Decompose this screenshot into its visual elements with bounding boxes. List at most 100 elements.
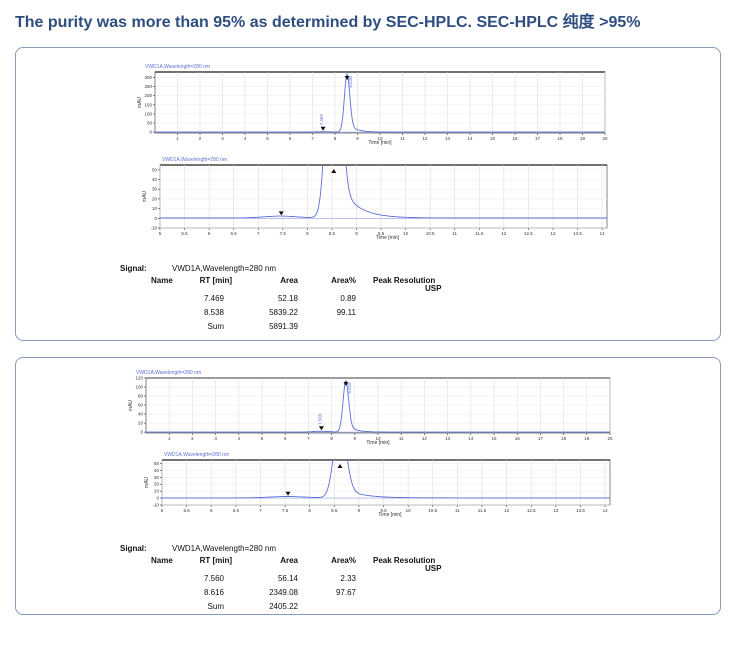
x-tick-label: 20 (602, 136, 608, 141)
chart-1-2: 5 5.5 6 6.5 7 7.5 8 8.5 9 9.5 10 10.5 11 11.5 12 12.5 13… (142, 157, 608, 241)
peak-label: 7.469 (319, 114, 324, 126)
x-tick-label: 11 (400, 136, 405, 141)
x-tick-label: 12 (422, 436, 428, 441)
chart-title: VWD1A,Wavelength=280 nm (162, 157, 227, 163)
x-tick-label: 15 (490, 136, 496, 141)
x-tick-label: 17 (535, 136, 541, 141)
x-tick-label: 12.5 (527, 508, 536, 513)
x-tick-label: 11 (455, 508, 460, 513)
chart-1-1: 1 2 3 4 5 6 7 8 9 10 11 12 13 14 15 16 17 18 19 20050100150… (137, 64, 608, 146)
area-pct-value: 99.11 (336, 308, 356, 317)
x-tick-label: 6 (289, 136, 292, 141)
y-tick-label: 200 (144, 93, 152, 98)
y-tick-label: 120 (135, 376, 143, 381)
rt-value: 8.538 (203, 308, 224, 317)
signal-value: VWD1A,Wavelength=280 nm (172, 264, 276, 273)
y-tick-label: 20 (154, 482, 160, 487)
x-axis-label: Time [min] (366, 440, 390, 446)
sum-value: 2405.22 (269, 602, 298, 611)
x-tick-label: 13.5 (576, 508, 585, 513)
header-usp: USP (425, 284, 442, 293)
x-tick-label: 12 (422, 136, 428, 141)
x-tick-label: 3 (214, 436, 217, 441)
x-tick-label: 5 (159, 231, 162, 236)
x-tick-label: 7.5 (280, 231, 287, 236)
x-tick-label: 18 (561, 436, 567, 441)
y-tick-label: 10 (152, 206, 158, 211)
y-axis-label: mAU (142, 191, 148, 203)
header-name: Name (151, 556, 173, 565)
y-tick-label: 20 (152, 196, 158, 201)
x-tick-label: 7 (311, 136, 314, 141)
area-pct-value: 0.89 (340, 294, 356, 303)
x-tick-label: 9 (354, 436, 357, 441)
x-tick-label: 5.5 (181, 231, 188, 236)
x-tick-label: 6 (284, 436, 287, 441)
y-axis-label: mAU (144, 477, 150, 489)
header-area: Area (280, 276, 298, 285)
x-tick-label: 4 (244, 136, 247, 141)
x-tick-label: 2 (199, 136, 202, 141)
x-tick-label: 6 (210, 508, 213, 513)
x-tick-label: 13 (550, 231, 556, 236)
rt-value: 7.469 (203, 294, 224, 303)
x-tick-label: 10.5 (426, 231, 435, 236)
chart-title: VWD1A,Wavelength=280 nm (136, 370, 201, 376)
y-tick-label: 80 (138, 394, 144, 399)
x-tick-label: 1 (168, 436, 171, 441)
y-tick-label: 0 (156, 496, 159, 501)
header-usp: USP (425, 564, 442, 573)
y-tick-label: -10 (150, 226, 157, 231)
x-tick-label: 5 (266, 136, 269, 141)
y-tick-label: 300 (144, 75, 152, 80)
y-tick-label: 60 (138, 403, 144, 408)
chart-title: VWD1A,Wavelength=280 nm (145, 64, 210, 70)
y-tick-label: 100 (144, 111, 152, 116)
x-tick-label: 13 (553, 508, 559, 513)
header-name: Name (151, 276, 173, 285)
header-peak-resolution: Peak Resolution (373, 276, 436, 285)
header-area: Area (280, 556, 298, 565)
peak-marker (320, 126, 326, 131)
x-tick-label: 6.5 (231, 231, 238, 236)
x-tick-label: 11 (452, 231, 457, 236)
y-tick-label: 250 (144, 84, 152, 89)
header-peak-resolution: Peak Resolution (373, 556, 436, 565)
x-tick-label: 2 (191, 436, 194, 441)
x-tick-label: 14 (600, 231, 606, 236)
peak-marker (278, 211, 284, 216)
x-tick-label: 10 (406, 508, 412, 513)
y-tick-label: 10 (154, 489, 160, 494)
x-tick-label: 14 (467, 136, 473, 141)
x-tick-label: 6.5 (233, 508, 240, 513)
x-tick-label: 7 (257, 231, 260, 236)
x-tick-label: 9 (355, 231, 358, 236)
x-tick-label: 10 (403, 231, 409, 236)
x-tick-label: 10 (377, 136, 383, 141)
peak-marker (344, 76, 350, 80)
y-tick-label: 40 (138, 412, 144, 417)
x-tick-label: 1 (176, 136, 179, 141)
peak-label: 8.538 (348, 76, 353, 88)
x-tick-label: 5.5 (183, 508, 190, 513)
x-tick-label: 14 (603, 508, 609, 513)
x-tick-label: 9.5 (378, 231, 385, 236)
x-tick-label: 13.5 (573, 231, 582, 236)
area-value: 2349.08 (269, 588, 298, 597)
y-tick-label: -10 (152, 503, 159, 508)
chart-title: VWD1A,Wavelength=280 nm (164, 452, 229, 458)
peak-marker (337, 464, 343, 468)
sum-value: 5891.39 (269, 322, 298, 331)
y-tick-label: 0 (149, 130, 152, 135)
sum-label: Sum (207, 602, 224, 611)
y-axis-label: mAU (128, 400, 134, 412)
x-tick-label: 12 (504, 508, 510, 513)
signal-label: Signal: (120, 544, 147, 553)
rt-value: 7.560 (203, 574, 224, 583)
page-title: The purity was more than 95% as determin… (15, 14, 641, 31)
area-pct-value: 97.67 (335, 588, 356, 597)
peak-label: 7.560 (317, 413, 322, 425)
chart-2-2: 5 5.5 6 6.5 7 7.5 8 8.5 9 9.5 10 10.5 11 11.5 12 12.5 13… (144, 452, 611, 518)
x-axis-label: Time [min] (376, 235, 400, 241)
